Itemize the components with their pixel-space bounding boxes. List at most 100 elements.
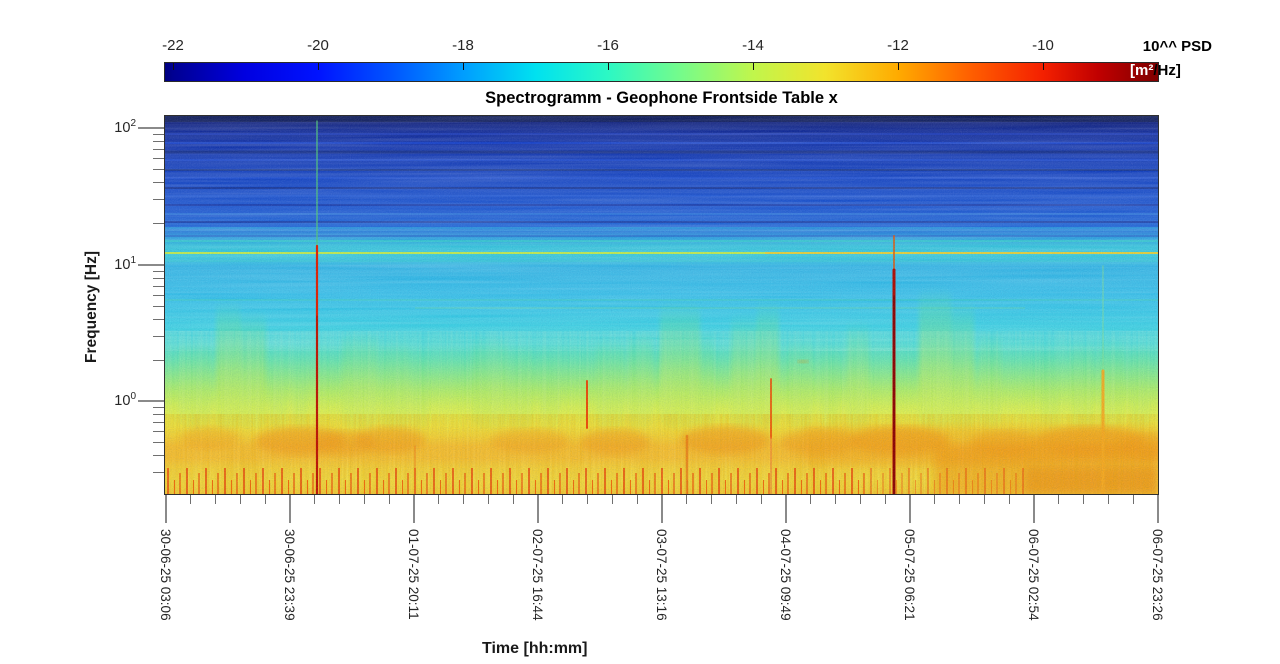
x-major-tick	[537, 495, 539, 523]
y-minor-tick	[153, 318, 165, 320]
colorbar-tick-label: -18	[452, 37, 474, 54]
y-minor-tick	[153, 158, 165, 160]
x-minor-tick	[562, 495, 564, 504]
y-minor-tick	[153, 169, 165, 171]
colorbar-unit-prefix: [m²	[1130, 62, 1154, 79]
y-minor-tick	[153, 182, 165, 184]
x-minor-tick	[1058, 495, 1060, 504]
x-major-tick	[413, 495, 415, 523]
x-major-tick	[1033, 495, 1035, 523]
x-minor-tick	[463, 495, 465, 504]
x-minor-tick	[1132, 495, 1134, 504]
x-tick-label: 30-06-25 23:39	[282, 529, 297, 621]
x-tick-label: 04-07-25 09:49	[778, 529, 793, 621]
y-minor-tick	[153, 305, 165, 307]
x-minor-tick	[686, 495, 688, 504]
x-minor-tick	[264, 495, 266, 504]
x-tick-label: 30-06-25 03:06	[158, 529, 173, 621]
y-minor-tick	[153, 431, 165, 433]
x-minor-tick	[760, 495, 762, 504]
y-minor-tick	[153, 285, 165, 287]
y-tick-label: 102	[114, 118, 136, 136]
x-major-tick	[909, 495, 911, 523]
y-minor-tick	[153, 455, 165, 457]
x-minor-tick	[339, 495, 341, 504]
y-minor-tick	[153, 422, 165, 424]
y-minor-tick	[153, 407, 165, 409]
y-minor-tick	[153, 294, 165, 296]
x-tick-label: 06-07-25 02:54	[1026, 529, 1041, 621]
x-major-tick	[289, 495, 291, 523]
y-minor-tick	[153, 335, 165, 337]
x-minor-tick	[934, 495, 936, 504]
x-minor-tick	[587, 495, 589, 504]
colorbar-tick	[317, 63, 319, 70]
x-minor-tick	[1083, 495, 1085, 504]
y-minor-tick	[153, 141, 165, 143]
x-minor-tick	[983, 495, 985, 504]
colorbar-tick	[607, 63, 609, 70]
colorbar-tick-label: -20	[307, 37, 329, 54]
y-minor-tick	[153, 223, 165, 225]
x-minor-tick	[215, 495, 217, 504]
x-minor-tick	[1008, 495, 1010, 504]
x-minor-tick	[835, 495, 837, 504]
x-minor-tick	[363, 495, 365, 504]
y-tick-label: 100	[114, 391, 136, 409]
x-minor-tick	[611, 495, 613, 504]
x-tick-label: 01-07-25 20:11	[406, 529, 421, 620]
y-minor-tick	[153, 277, 165, 279]
colorbar-tick-label: -10	[1032, 37, 1054, 54]
x-minor-tick	[1107, 495, 1109, 504]
x-minor-tick	[512, 495, 514, 504]
y-minor-tick	[153, 442, 165, 444]
colorbar-tick	[462, 63, 464, 70]
x-minor-tick	[190, 495, 192, 504]
x-minor-tick	[711, 495, 713, 504]
colorbar-tick-label: -12	[887, 37, 909, 54]
y-minor-tick	[153, 270, 165, 272]
x-major-tick	[785, 495, 787, 523]
colorbar-tick	[752, 63, 754, 70]
y-axis-label: Frequency [Hz]	[83, 251, 100, 363]
x-minor-tick	[636, 495, 638, 504]
y-major-tick	[138, 127, 165, 129]
y-major-tick	[138, 400, 165, 402]
spectrogram-image	[165, 116, 1158, 494]
x-minor-tick	[810, 495, 812, 504]
colorbar-unit-suffix: /Hz]	[1153, 62, 1181, 79]
colorbar-unit: [m²/Hz]	[1130, 62, 1181, 79]
colorbar-tick-label: -14	[742, 37, 764, 54]
y-minor-tick	[153, 359, 165, 361]
x-tick-label: 02-07-25 16:44	[530, 529, 545, 621]
colorbar-tick	[1042, 63, 1044, 70]
x-tick-label: 05-07-25 06:21	[902, 529, 917, 621]
x-minor-tick	[959, 495, 961, 504]
colorbar-tick-label: -22	[162, 37, 184, 54]
y-minor-tick	[153, 199, 165, 201]
x-minor-tick	[487, 495, 489, 504]
colorbar-title: 10^^ PSD	[1142, 38, 1212, 55]
y-minor-tick	[153, 134, 165, 136]
grain-dark	[165, 116, 1158, 494]
x-major-tick	[1157, 495, 1159, 523]
x-tick-label: 06-07-25 23:26	[1150, 529, 1165, 621]
x-minor-tick	[314, 495, 316, 504]
y-minor-tick	[153, 472, 165, 474]
x-tick-label: 03-07-25 13:16	[654, 529, 669, 621]
colorbar-tick	[897, 63, 899, 70]
colorbar-tick-label: -16	[597, 37, 619, 54]
x-minor-tick	[859, 495, 861, 504]
colorbar-frame	[164, 62, 1159, 82]
y-major-tick	[138, 263, 165, 266]
x-minor-tick	[438, 495, 440, 504]
x-major-tick	[661, 495, 663, 523]
y-minor-tick	[153, 414, 165, 416]
x-minor-tick	[735, 495, 737, 504]
chart-title: Spectrogramm - Geophone Frontside Table …	[485, 89, 838, 107]
x-minor-tick	[884, 495, 886, 504]
x-axis-label: Time [hh:mm]	[482, 640, 588, 657]
x-major-tick	[165, 495, 167, 523]
y-tick-label: 101	[114, 254, 136, 273]
